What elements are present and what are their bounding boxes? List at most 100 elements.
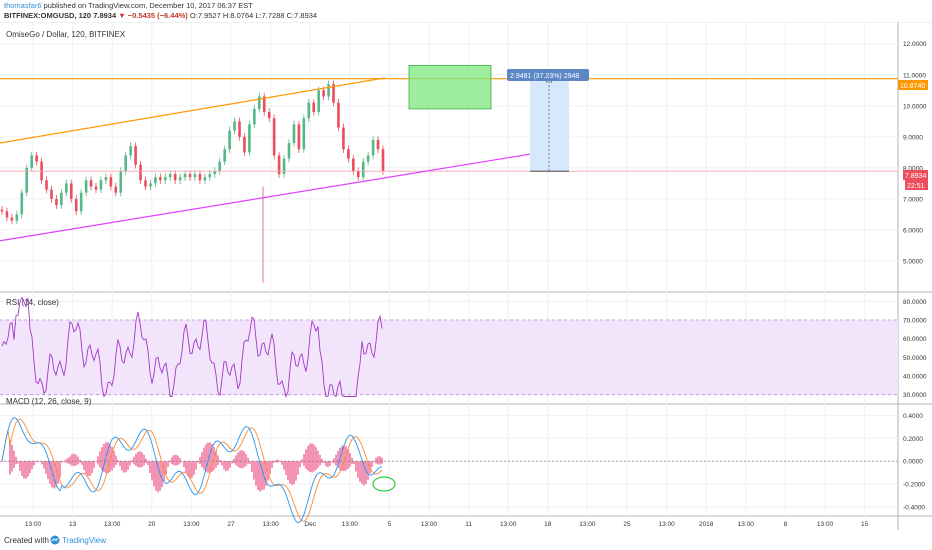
macd-histogram-bar (255, 461, 257, 486)
chart-canvas[interactable]: OmiseGo / Dollar, 120, BITFINEX RSI (14,… (0, 22, 932, 530)
macd-histogram-bar (91, 461, 93, 474)
macd-histogram-bar (257, 461, 259, 490)
macd-histogram-bar (355, 461, 357, 472)
macd-histogram-bar (299, 461, 301, 468)
macd-histogram-bar (99, 451, 101, 468)
candle (332, 84, 335, 103)
macd-histogram-bar (101, 447, 103, 471)
time-tick-label: 13:00 (658, 521, 675, 528)
time-tick-label: 13:00 (579, 521, 596, 528)
macd-histogram-bar (87, 461, 89, 477)
macd-histogram-bar (351, 457, 353, 464)
candle (104, 177, 108, 181)
macd-histogram-bar (349, 452, 351, 467)
macd-histogram-bar (51, 461, 53, 488)
macd-histogram-bar (273, 461, 275, 463)
macd-histogram-bar (235, 455, 237, 466)
macd-histogram-bar (125, 461, 127, 473)
macd-histogram-bar (41, 461, 43, 465)
price-pane[interactable]: OmiseGo / Dollar, 120, BITFINEX (0, 30, 898, 283)
macd-histogram-bar (303, 454, 305, 466)
macd-histogram-bar (241, 450, 243, 469)
macd-histogram-bar (33, 461, 35, 466)
macd-histogram-bar (179, 457, 181, 464)
macd-histogram-bar (293, 461, 295, 485)
macd-histogram-bar (285, 461, 287, 476)
candle (124, 155, 128, 171)
candle (35, 155, 38, 162)
macd-histogram-bar (109, 443, 111, 473)
macd-histogram-bar (281, 461, 283, 465)
macd-histogram-bar (17, 461, 19, 464)
candle (223, 149, 226, 162)
candle (183, 174, 187, 178)
macd-histogram-bar (295, 461, 297, 481)
time-tick-label: 13 (69, 521, 77, 528)
axis-tick-label: 80.0000 (903, 299, 927, 306)
macd-histogram-bar (329, 461, 331, 466)
tradingview-brand[interactable]: TradingView (62, 536, 107, 545)
candle (347, 149, 350, 159)
axis-tick-label: 50.0000 (903, 355, 927, 362)
macd-histogram-bar (75, 454, 77, 466)
macd-histogram-bar (251, 461, 253, 472)
candle (317, 90, 320, 112)
close-value: 7.8934 (93, 11, 117, 20)
macd-histogram-bar (209, 442, 211, 473)
candle (20, 192, 24, 215)
time-tick-label: 18 (544, 521, 552, 528)
time-tick-label: 27 (227, 521, 235, 528)
candle (188, 174, 192, 178)
macd-histogram-bar (15, 456, 17, 465)
macd-pane[interactable]: MACD (12, 26, close, 9) (0, 397, 898, 524)
publish-text: published on TradingView.com, December 1… (43, 1, 253, 10)
rsi-band (0, 320, 898, 395)
macd-histogram-bar (137, 451, 139, 468)
macd-histogram-bar (143, 454, 145, 466)
axis-tick-label: 70.0000 (903, 318, 927, 325)
macd-histogram-bar (335, 454, 337, 466)
macd-histogram-bar (363, 461, 365, 486)
candle (262, 96, 266, 112)
candle (55, 198, 58, 206)
macd-histogram-bar (45, 461, 47, 474)
macd-histogram-bar (331, 461, 333, 463)
candle (99, 180, 103, 190)
svg-text:22:51: 22:51 (907, 183, 925, 190)
candle (15, 214, 19, 221)
candle (371, 139, 375, 156)
macd-histogram-bar (141, 452, 143, 467)
macd-histogram-bar (159, 461, 161, 491)
candle (238, 121, 241, 137)
candle (208, 174, 212, 178)
svg-text:10.8740: 10.8740 (900, 83, 925, 90)
macd-histogram-bar (11, 444, 13, 472)
macd-pane-title: MACD (12, 26, close, 9) (6, 397, 92, 406)
rsi-pane[interactable]: RSI (14, close) (0, 296, 898, 398)
candle (257, 96, 261, 109)
macd-histogram-bar (359, 461, 361, 482)
macd-histogram-bar (217, 455, 219, 466)
macd-histogram-bar (69, 456, 71, 465)
candle (134, 146, 137, 165)
macd-histogram-bar (113, 450, 115, 468)
time-axis[interactable]: 13:00 13 13:00 20 13:00 27 13:00 Dec 13:00 5 13:00… (25, 521, 869, 528)
author-link[interactable]: thomasfar6 (4, 1, 42, 10)
axis-tick-label: 40.0000 (903, 374, 927, 381)
candle (154, 177, 157, 184)
candle (89, 180, 93, 187)
price-axis[interactable]: 12.0000 11.0000 10.0000 9.0000 8.0000 7.0000 6… (903, 41, 927, 511)
macd-histogram-bar (307, 445, 309, 471)
macd-histogram-bar (167, 461, 169, 468)
macd-histogram-bar (155, 461, 157, 491)
macd-histogram-bar (43, 461, 45, 469)
time-to-close-tag: 22:51 (905, 180, 928, 190)
axis-tick-label: -0.4000 (903, 504, 925, 511)
macd-histogram-bar (9, 439, 11, 475)
macd-histogram-bar (323, 461, 325, 463)
macd-histogram-bar (93, 461, 95, 469)
macd-histogram-bar (183, 461, 185, 468)
macd-line (1, 417, 383, 524)
candle (253, 108, 256, 125)
macd-histogram-bar (203, 447, 205, 470)
